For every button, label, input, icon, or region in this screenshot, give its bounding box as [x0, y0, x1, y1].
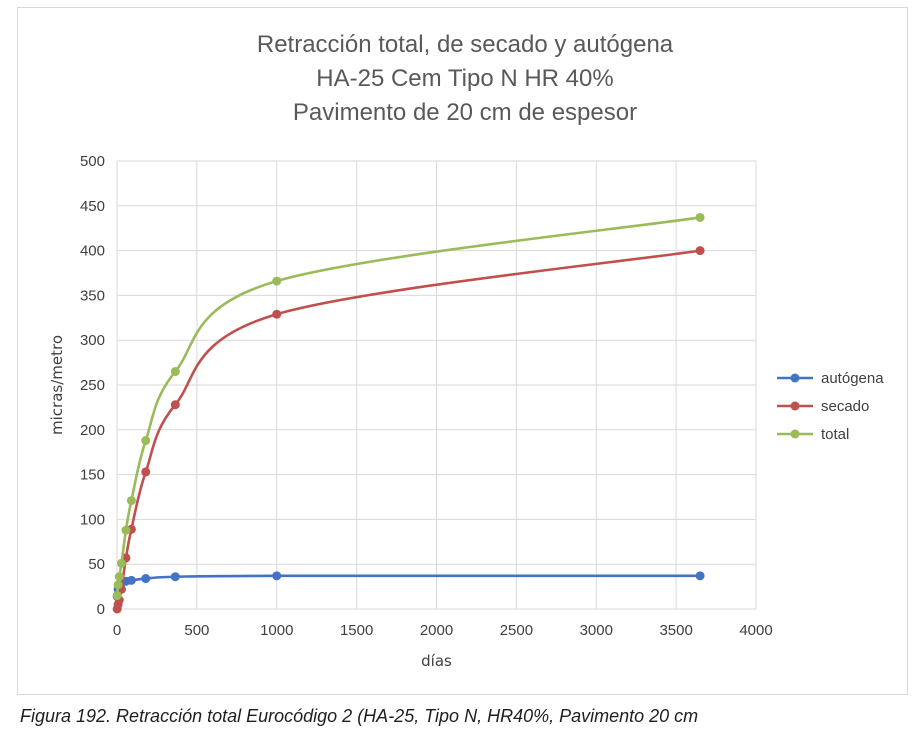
- chart-frame: Retracción total, de secado y autógena HA…: [17, 7, 908, 695]
- x-tick-label: 3000: [580, 622, 613, 639]
- data-point: [121, 525, 131, 535]
- y-tick-label: 450: [80, 198, 105, 215]
- y-tick-label: 500: [80, 153, 105, 170]
- data-point: [114, 572, 124, 582]
- y-tick-label: 300: [80, 332, 105, 349]
- chart-title-line: HA-25 Cem Tipo N HR 40%: [316, 65, 613, 92]
- y-tick-labels: 0 50 100 150 200 250 300 350 400 450 500: [80, 153, 105, 618]
- legend-marker: [790, 429, 800, 439]
- x-tick-label: 1500: [340, 622, 373, 639]
- legend-label: total: [821, 426, 849, 443]
- x-tick-label: 1000: [260, 622, 293, 639]
- x-tick-label: 0: [113, 622, 121, 639]
- y-tick-label: 400: [80, 243, 105, 260]
- y-tick-label: 350: [80, 287, 105, 304]
- data-point: [272, 276, 282, 286]
- data-point: [141, 467, 151, 477]
- data-point: [141, 574, 151, 584]
- y-tick-label: 150: [80, 467, 105, 484]
- chart-title: Retracción total, de secado y autógena HA…: [257, 31, 674, 126]
- legend-marker: [790, 373, 800, 383]
- legend-label: secado: [821, 398, 869, 415]
- series-line: [115, 574, 701, 597]
- data-point: [695, 246, 705, 256]
- legend-item: secado: [777, 398, 869, 415]
- data-point: [126, 496, 136, 506]
- data-point: [170, 400, 180, 410]
- legend-marker: [790, 401, 800, 411]
- y-tick-label: 250: [80, 377, 105, 394]
- series-lines: [112, 212, 705, 614]
- legend-item: total: [777, 426, 849, 443]
- series-line: [115, 216, 701, 596]
- data-point: [695, 571, 705, 581]
- y-axis-title: micras/metro: [48, 335, 66, 435]
- chart-svg: Retracción total, de secado y autógena HA…: [48, 31, 884, 670]
- data-point: [170, 572, 180, 582]
- y-tick-label: 100: [80, 511, 105, 528]
- y-tick-label: 200: [80, 422, 105, 439]
- y-tick-label: 0: [97, 601, 105, 618]
- y-tick-label: 50: [88, 556, 105, 573]
- series-total: [112, 212, 705, 601]
- x-tick-label: 500: [184, 622, 209, 639]
- gridlines: [116, 160, 757, 610]
- legend-item: autógena: [777, 370, 884, 387]
- x-tick-label: 4000: [739, 622, 772, 639]
- data-point: [170, 367, 180, 377]
- series-autógena: [112, 571, 705, 601]
- data-point: [272, 571, 282, 581]
- data-point: [272, 309, 282, 319]
- data-point: [113, 580, 123, 590]
- x-tick-labels: 0 500 1000 1500 2000 2500 3000 3500 4000: [113, 622, 773, 639]
- chart-title-line: Pavimento de 20 cm de espesor: [293, 99, 637, 126]
- x-tick-label: 3500: [659, 622, 692, 639]
- legend-label: autógena: [821, 370, 884, 387]
- chart-title-line: Retracción total, de secado y autógena: [257, 31, 674, 58]
- legend: autógena secado total: [777, 370, 884, 443]
- data-point: [695, 212, 705, 222]
- figure-caption: Figura 192. Retracción total Eurocódigo …: [20, 706, 699, 726]
- x-tick-label: 2000: [420, 622, 453, 639]
- x-tick-label: 2500: [500, 622, 533, 639]
- data-point: [141, 436, 151, 446]
- data-point: [116, 558, 126, 568]
- data-point: [126, 575, 136, 585]
- x-axis-title: días: [421, 652, 452, 670]
- data-point: [112, 591, 122, 601]
